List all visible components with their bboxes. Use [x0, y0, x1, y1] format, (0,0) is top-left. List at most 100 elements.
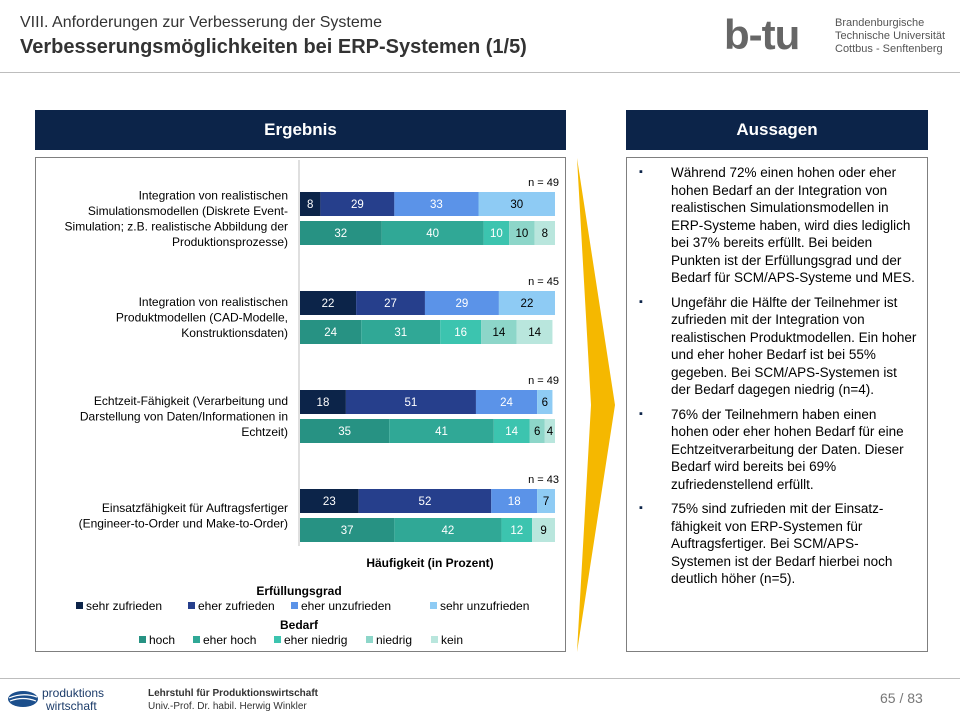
category-label: Simulationsmodellen (Diskrete Event-: [88, 204, 288, 218]
bar-segment: [491, 489, 538, 513]
page-number: 65 / 83: [880, 690, 923, 706]
statements-heading: Aussagen: [626, 110, 928, 150]
legend-label: eher zufrieden: [198, 599, 275, 613]
legend-label: kein: [441, 633, 463, 647]
legend-label: eher niedrig: [284, 633, 347, 647]
legend-swatch: [430, 602, 437, 609]
bar-segment: [300, 291, 357, 315]
statements-frame: Während 72% einen hohen oder eher hohen …: [626, 157, 928, 652]
bar-segment: [394, 192, 479, 216]
category-label: Konstruktionsdaten): [181, 326, 288, 340]
bar-segment: [483, 221, 510, 245]
category-label: Integration von realistischen: [139, 295, 288, 309]
bar-segment: [300, 320, 362, 344]
footer-divider: [0, 678, 960, 679]
header-divider: [0, 72, 960, 73]
bar-segment: [300, 390, 346, 414]
legend-label: eher hoch: [203, 633, 256, 647]
bar-segment: [516, 320, 553, 344]
bar-segment: [534, 221, 555, 245]
legend-swatch: [274, 636, 281, 643]
stacked-bar-chart: Integration von realistischen Simulations…: [65, 160, 559, 647]
legend-label: sehr zufrieden: [86, 599, 162, 613]
bar-segment: [300, 489, 359, 513]
results-heading: Ergebnis: [35, 110, 566, 150]
btu-logo-mark: b-tu: [724, 12, 799, 58]
legend-title: Bedarf: [280, 618, 319, 632]
legend-swatch: [188, 602, 195, 609]
data-label: 6: [542, 397, 548, 409]
data-label: 12: [510, 525, 523, 537]
category-label: Echtzeit-Fähigkeit (Verarbeitung und: [94, 394, 288, 408]
data-label: 30: [510, 199, 523, 211]
bar-segment: [424, 291, 499, 315]
data-label: 52: [419, 496, 432, 508]
data-label: 27: [384, 298, 397, 310]
statement-item: Ungefähr die Hälfte der Teilnehmer ist z…: [639, 294, 917, 399]
category-label: Produktionsprozesse): [172, 235, 288, 249]
category-label: Produktmodellen (CAD-Modelle,: [116, 311, 288, 325]
data-label: 8: [542, 228, 548, 240]
data-label: 18: [508, 496, 521, 508]
slide-title: Verbesserungsmöglichkeiten bei ERP-Syste…: [20, 36, 527, 58]
bar-segment: [537, 390, 553, 414]
bar-segment: [381, 221, 484, 245]
legend-label: hoch: [149, 633, 175, 647]
data-label: 33: [430, 199, 443, 211]
bar-segment: [389, 419, 494, 443]
data-label: 9: [540, 525, 546, 537]
bar-segment: [501, 518, 533, 542]
category-label: Echtzeit): [241, 425, 288, 439]
legend-label: eher unzufrieden: [301, 599, 391, 613]
data-label: 29: [456, 298, 469, 310]
category-label: Einsatzfähigkeit für Auftragsfertiger: [102, 501, 288, 515]
data-label: 14: [528, 327, 541, 339]
bar-segment: [345, 390, 476, 414]
bar-segment: [537, 489, 555, 513]
data-label: 10: [490, 228, 503, 240]
statement-item: Während 72% einen hohen oder eher hohen …: [639, 164, 917, 287]
legend-title: Erfüllungsgrad: [256, 584, 341, 598]
category-label: Integration von realistischen: [139, 188, 288, 202]
data-label: 37: [341, 525, 354, 537]
data-label: 10: [515, 228, 528, 240]
sample-size-label: n = 45: [528, 276, 559, 288]
sample-size-label: n = 49: [528, 375, 559, 387]
data-label: 7: [543, 496, 549, 508]
category-label: (Engineer-to-Order und Make-to-Order): [79, 516, 288, 530]
footer-chair: Lehrstuhl für Produktionswirtschaft: [148, 688, 319, 699]
btu-logo-text: Brandenburgische Technische Universität …: [835, 17, 945, 56]
data-label: 6: [534, 426, 540, 438]
btu-logo-line: Brandenburgische: [835, 17, 925, 29]
bar-segment: [498, 291, 555, 315]
legend-swatch: [193, 636, 200, 643]
data-label: 14: [505, 426, 518, 438]
data-label: 22: [521, 298, 534, 310]
data-label: 24: [500, 397, 513, 409]
produktionswirtschaft-logo-text: produktions: [42, 686, 104, 700]
data-label: 35: [338, 426, 351, 438]
x-axis-label: Häufigkeit (in Prozent): [366, 556, 493, 570]
bar-segment: [300, 419, 390, 443]
bar-segment: [475, 390, 538, 414]
produktionswirtschaft-logo: produktions wirtschaft: [8, 686, 104, 713]
statement-item: 75% sind zufrieden mit der Einsatz-fähig…: [639, 500, 917, 588]
bar-segment: [300, 192, 321, 216]
bar-segment: [478, 192, 555, 216]
bar-segment: [532, 518, 555, 542]
data-label: 29: [351, 199, 364, 211]
legend-swatch: [366, 636, 373, 643]
sample-size-label: n = 49: [528, 177, 559, 189]
data-label: 8: [307, 199, 313, 211]
bar-segment: [394, 518, 502, 542]
btu-logo-line: Cottbus - Senftenberg: [835, 43, 943, 55]
data-label: 4: [547, 426, 554, 438]
bar-segment: [481, 320, 517, 344]
category-label: Simulation; z.B. realistische Abbildung …: [65, 219, 288, 233]
data-label: 18: [317, 397, 330, 409]
category-label: Darstellung von Daten/Informationen in: [80, 410, 288, 424]
data-label: 22: [322, 298, 335, 310]
btu-logo-line: Technische Universität: [835, 30, 946, 42]
data-label: 31: [394, 327, 407, 339]
data-label: 24: [324, 327, 337, 339]
